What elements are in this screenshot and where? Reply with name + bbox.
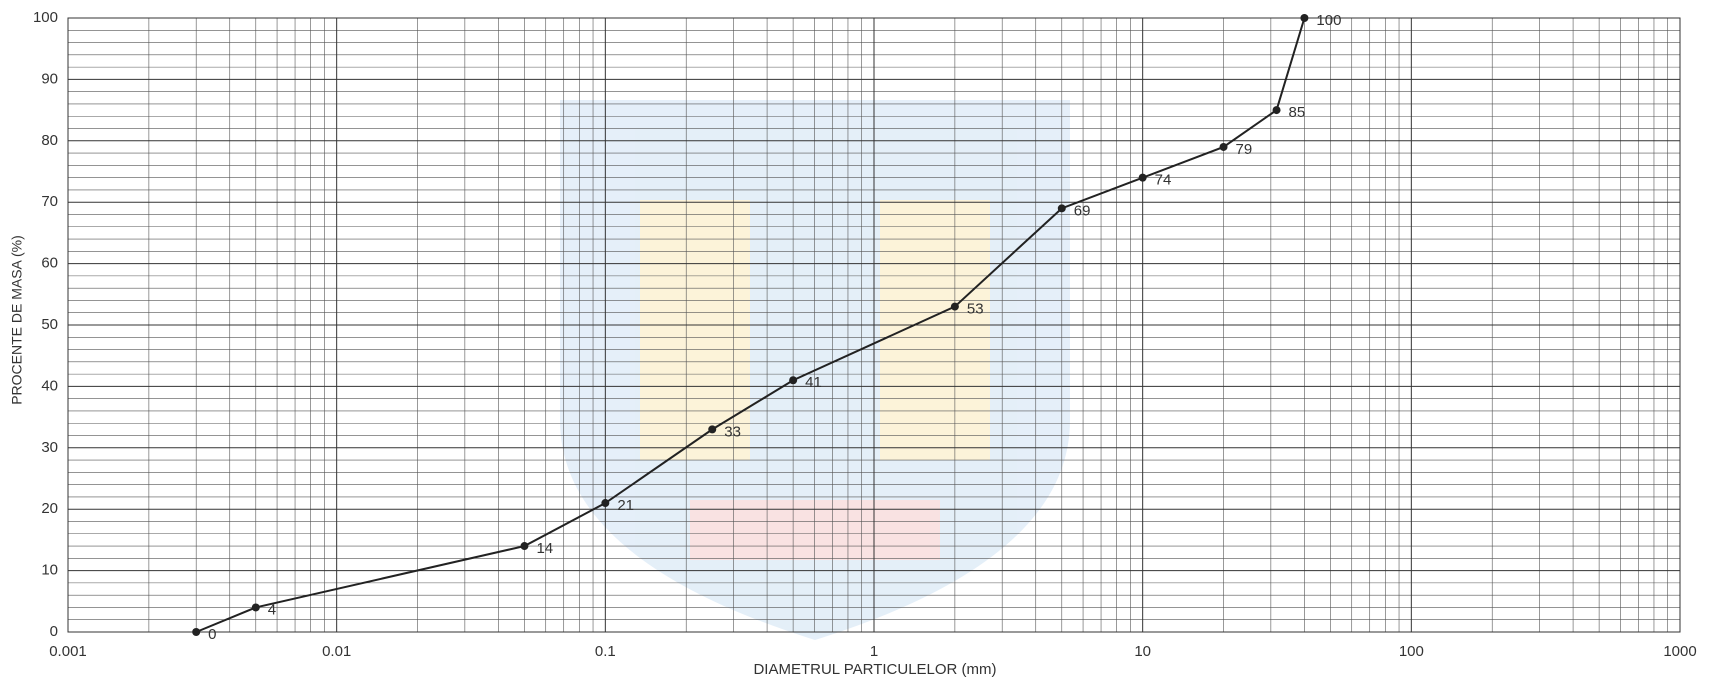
data-point — [708, 425, 717, 434]
data-point — [789, 376, 798, 385]
y-tick-label: 80 — [41, 132, 58, 149]
y-tick-label: 40 — [41, 377, 58, 394]
y-tick-label: 30 — [41, 439, 58, 456]
x-tick-label: 1 — [870, 643, 878, 660]
plot-frame — [67, 17, 1681, 633]
y-tick-label: 90 — [41, 70, 58, 87]
data-label: 53 — [967, 301, 984, 318]
x-tick-label: 0.1 — [595, 643, 616, 660]
y-tick-label: 20 — [41, 500, 58, 517]
data-label: 14 — [536, 540, 553, 557]
data-point — [251, 603, 260, 612]
data-label: 0 — [208, 626, 216, 643]
y-tick-label: 60 — [41, 255, 58, 272]
y-tick-label: 70 — [41, 193, 58, 210]
data-label: 85 — [1289, 104, 1306, 121]
data-point — [1272, 106, 1281, 115]
x-tick-label: 0.001 — [49, 643, 87, 660]
y-tick-label: 50 — [41, 316, 58, 333]
data-label: 79 — [1236, 141, 1253, 158]
data-label: 41 — [805, 374, 822, 391]
data-label: 4 — [268, 601, 276, 618]
data-point — [950, 302, 959, 311]
x-tick-label: 100 — [1399, 643, 1424, 660]
x-tick-label: 10 — [1134, 643, 1151, 660]
y-tick-label: 0 — [50, 623, 58, 640]
data-point — [192, 628, 201, 636]
data-point — [1057, 204, 1066, 213]
data-label: 74 — [1155, 172, 1172, 189]
y-tick-label: 10 — [41, 562, 58, 579]
data-label: 33 — [724, 423, 741, 440]
data-point — [520, 542, 529, 551]
data-point — [1219, 142, 1228, 151]
x-tick-label: 0.01 — [322, 643, 351, 660]
data-label: 69 — [1074, 202, 1091, 219]
data-point — [601, 499, 610, 508]
data-point — [1138, 173, 1147, 182]
x-tick-label: 1000 — [1663, 643, 1696, 660]
data-line — [195, 17, 1306, 633]
x-axis-label: DIAMETRUL PARTICULELOR (mm) — [753, 661, 996, 678]
data-label: 21 — [617, 497, 634, 514]
y-tick-label: 100 — [33, 9, 58, 26]
data-point — [1300, 14, 1309, 22]
y-axis-label: PROCENTE DE MASA (%) — [9, 235, 25, 405]
data-label: 100 — [1316, 12, 1341, 29]
